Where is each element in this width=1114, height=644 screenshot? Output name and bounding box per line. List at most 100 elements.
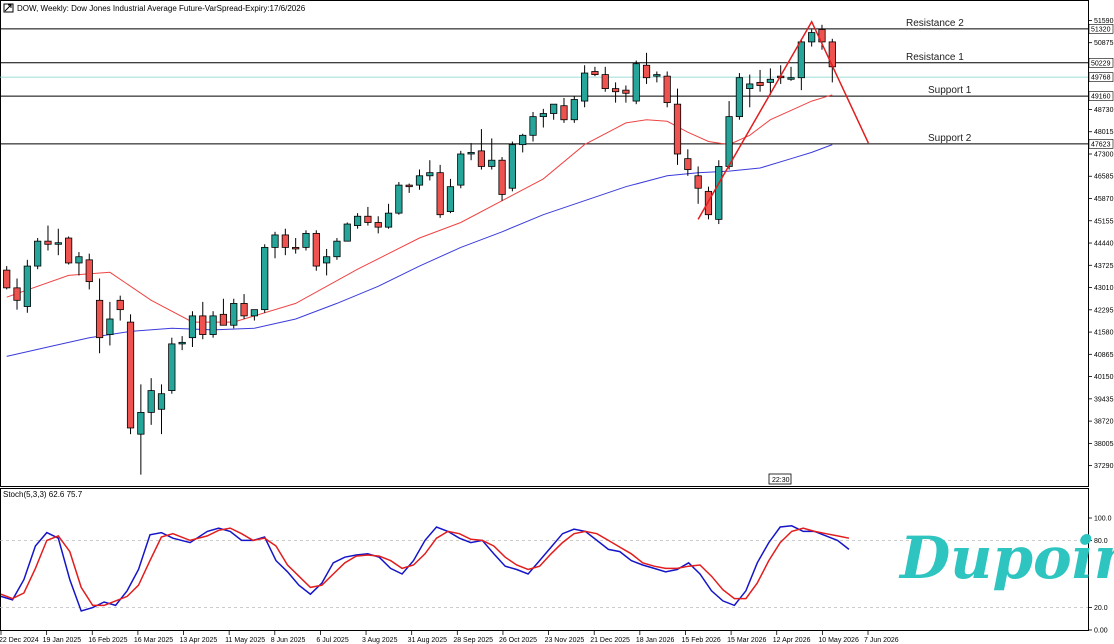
candle xyxy=(333,238,341,260)
price-tick-label: 47300 xyxy=(1094,151,1114,158)
candle xyxy=(126,314,135,435)
candle-body xyxy=(539,113,547,118)
candle xyxy=(673,88,682,165)
candle-body xyxy=(147,390,155,413)
candle xyxy=(188,311,197,348)
stoch-tick-label: 20.0 xyxy=(1094,605,1108,612)
price-tick-label: 51590 xyxy=(1094,18,1114,25)
candle-body xyxy=(116,299,124,311)
candle-body xyxy=(312,232,320,267)
candle xyxy=(581,65,589,108)
candle xyxy=(694,166,702,204)
candle xyxy=(735,73,744,120)
candle xyxy=(137,384,145,475)
candle-body xyxy=(766,78,774,83)
level-label: Support 2 xyxy=(928,133,972,144)
candle xyxy=(560,97,568,123)
price-tag-box xyxy=(1088,91,1114,101)
candle-body xyxy=(281,234,289,248)
candle xyxy=(13,278,21,310)
candle xyxy=(178,336,186,351)
time-tick-label: 19 Jan 2025 xyxy=(43,637,82,644)
candle xyxy=(622,85,630,103)
time-tick-label: 10 May 2026 xyxy=(818,637,859,644)
candle xyxy=(601,66,609,92)
candle-body xyxy=(508,144,516,189)
candle-body xyxy=(353,215,362,226)
candle xyxy=(591,66,599,77)
price-tag-box xyxy=(1088,24,1114,34)
candle-body xyxy=(302,232,310,248)
candle xyxy=(44,225,52,251)
candle-body xyxy=(199,315,207,335)
candle xyxy=(168,337,176,394)
candle-body xyxy=(488,159,496,167)
candle-body xyxy=(168,343,176,391)
candle-body xyxy=(560,105,568,121)
candle xyxy=(364,206,372,226)
candle-body xyxy=(333,240,341,258)
zigzag-pattern xyxy=(697,20,870,220)
candle-body xyxy=(591,71,599,75)
candle-body xyxy=(663,75,671,104)
candle xyxy=(199,301,207,340)
candle xyxy=(808,29,816,47)
candle xyxy=(292,238,300,254)
candle-body xyxy=(746,83,754,90)
price-tick-label: 50875 xyxy=(1094,40,1114,47)
candle-body xyxy=(65,237,73,264)
candle-body xyxy=(343,223,351,242)
level-label: Resistance 2 xyxy=(906,18,964,29)
candle-body xyxy=(395,184,403,214)
candle xyxy=(426,160,434,181)
price-tick-label: 38720 xyxy=(1094,419,1114,426)
candle-body xyxy=(808,32,816,43)
candle xyxy=(65,236,73,265)
candle-body xyxy=(622,89,630,94)
candle-body xyxy=(581,72,589,102)
candle-body xyxy=(13,287,21,301)
candle xyxy=(395,182,403,215)
price-tag-label: 49160 xyxy=(1091,94,1111,101)
candle-body xyxy=(85,259,93,283)
candle-body xyxy=(498,159,506,195)
candle xyxy=(54,228,62,256)
time-tick-label: 21 Dec 2025 xyxy=(590,637,630,644)
candle-body xyxy=(364,215,372,223)
candle-body xyxy=(653,74,661,77)
price-tick-label: 42295 xyxy=(1094,307,1114,314)
candle-body xyxy=(44,240,52,245)
stoch-tick-label: 100.0 xyxy=(1094,516,1112,523)
candle xyxy=(106,301,114,346)
candle-body xyxy=(95,299,104,339)
candle-body xyxy=(787,77,795,80)
candle-body xyxy=(3,269,11,289)
candle xyxy=(219,298,228,326)
price-tick-label: 39435 xyxy=(1094,396,1114,403)
price-axis: 51590 50875 48730 48015 47300 46585 45870 45155… xyxy=(1088,18,1114,470)
candle xyxy=(457,150,465,189)
candle-body xyxy=(106,318,114,335)
candle-body xyxy=(271,234,279,248)
candle-body xyxy=(230,303,238,326)
candle xyxy=(343,222,351,242)
time-tick-label: 18 Jan 2026 xyxy=(636,637,675,644)
price-tag-box xyxy=(1088,72,1114,82)
ma-fast-line xyxy=(6,94,833,323)
candle xyxy=(116,295,124,321)
candle-body xyxy=(261,246,269,311)
candle xyxy=(323,248,331,276)
candle xyxy=(663,71,671,108)
candle-body xyxy=(715,166,723,220)
time-tick-label: 12 Apr 2026 xyxy=(773,637,811,644)
time-tick-label: 15 Feb 2026 xyxy=(681,637,720,644)
symbol-icon xyxy=(3,3,14,13)
time-tick-label: 31 Aug 2025 xyxy=(408,637,447,644)
price-tags: 51320 50229 49768 49160 47623 xyxy=(1088,24,1114,149)
candle xyxy=(653,71,661,83)
candle-body xyxy=(54,242,62,245)
candle-body xyxy=(467,152,475,155)
candle-body xyxy=(209,315,217,335)
price-tick-label: 44440 xyxy=(1094,241,1114,248)
candle xyxy=(746,74,754,108)
